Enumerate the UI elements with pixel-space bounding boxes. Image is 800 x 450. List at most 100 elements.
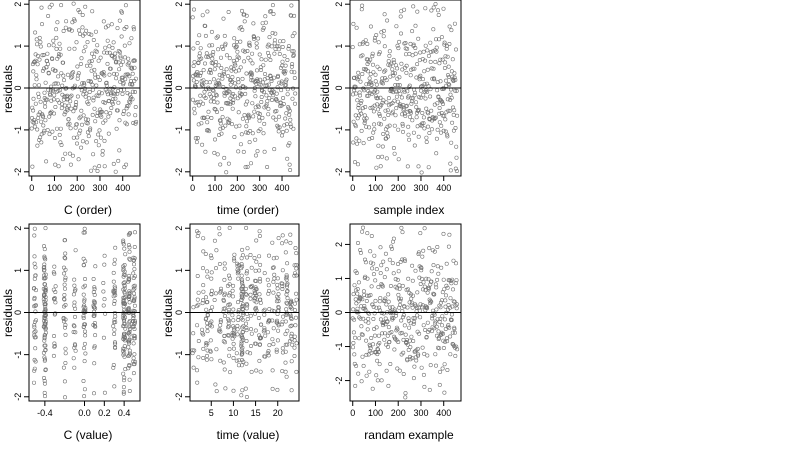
- data-point: [233, 45, 238, 50]
- data-point: [259, 95, 264, 100]
- data-point: [437, 346, 442, 351]
- data-point: [131, 314, 136, 319]
- data-point: [371, 261, 376, 266]
- data-point: [363, 307, 368, 312]
- data-point: [433, 1, 438, 7]
- data-point: [383, 296, 388, 301]
- data-point: [428, 94, 433, 99]
- data-point: [426, 285, 431, 290]
- data-point: [73, 306, 78, 311]
- data-point: [205, 128, 210, 133]
- data-point: [96, 143, 101, 148]
- data-point: [117, 67, 122, 72]
- data-point: [275, 276, 280, 281]
- data-point: [230, 336, 235, 341]
- data-point: [285, 342, 290, 347]
- data-point: [244, 71, 249, 76]
- data-point: [283, 332, 288, 337]
- data-point: [276, 236, 281, 241]
- data-point: [231, 341, 236, 346]
- data-point: [219, 44, 224, 49]
- data-point: [32, 323, 37, 328]
- data-point: [370, 54, 375, 59]
- data-point: [94, 49, 99, 54]
- data-point: [231, 346, 236, 351]
- data-point: [412, 66, 417, 71]
- data-point: [32, 333, 37, 338]
- data-point: [285, 296, 290, 301]
- data-point: [110, 101, 115, 106]
- data-point: [382, 69, 387, 74]
- data-point: [84, 28, 89, 33]
- data-point: [452, 326, 457, 331]
- data-point: [453, 353, 458, 358]
- data-point: [280, 130, 285, 135]
- data-point: [359, 111, 364, 116]
- data-point: [352, 352, 357, 357]
- data-point: [218, 290, 223, 295]
- data-point: [365, 41, 370, 46]
- data-point: [227, 89, 232, 94]
- data-point: [263, 57, 268, 62]
- data-point: [416, 352, 421, 357]
- data-point: [411, 42, 416, 47]
- data-point: [113, 314, 118, 319]
- data-point: [132, 291, 137, 296]
- data-point: [250, 51, 255, 56]
- data-point: [364, 352, 369, 357]
- data-point: [131, 298, 136, 303]
- data-point: [115, 91, 120, 96]
- data-point: [253, 137, 258, 142]
- data-point: [222, 72, 227, 77]
- data-point: [441, 345, 446, 350]
- data-point: [82, 297, 87, 302]
- data-point: [434, 324, 439, 329]
- data-point: [214, 92, 219, 97]
- data-point: [383, 251, 388, 256]
- data-point: [252, 298, 257, 303]
- data-point: [421, 115, 426, 120]
- data-point: [412, 364, 417, 369]
- data-point: [42, 273, 47, 278]
- data-point: [265, 76, 270, 81]
- data-point: [385, 124, 390, 129]
- data-point: [379, 103, 384, 108]
- data-point: [244, 271, 249, 276]
- data-point: [32, 297, 37, 302]
- data-point: [241, 324, 246, 329]
- data-point: [393, 277, 398, 282]
- data-point: [220, 115, 225, 120]
- data-point: [238, 39, 243, 44]
- data-point: [102, 390, 107, 395]
- data-point: [272, 147, 277, 152]
- data-point: [63, 251, 68, 256]
- data-point: [249, 265, 254, 270]
- data-point: [226, 333, 231, 338]
- data-point: [32, 83, 37, 88]
- data-point: [83, 4, 88, 9]
- data-point: [351, 119, 356, 124]
- data-point: [384, 368, 389, 373]
- data-point: [214, 248, 219, 253]
- data-point: [451, 112, 456, 117]
- data-point: [380, 154, 385, 159]
- data-point: [53, 311, 58, 316]
- data-point: [210, 56, 215, 61]
- data-point: [364, 82, 369, 87]
- data-point: [399, 318, 404, 323]
- data-point: [352, 75, 357, 80]
- data-point: [239, 273, 244, 278]
- data-point: [205, 353, 210, 358]
- data-point: [41, 114, 46, 119]
- data-point: [226, 161, 231, 166]
- data-point: [231, 324, 236, 329]
- data-point: [42, 315, 47, 320]
- data-point: [279, 88, 284, 93]
- data-point: [443, 117, 448, 122]
- y-tick-label: 1: [334, 44, 344, 49]
- data-point: [262, 121, 267, 126]
- data-point: [414, 75, 419, 80]
- data-point: [253, 285, 258, 290]
- data-point: [102, 297, 107, 302]
- data-point: [423, 96, 428, 101]
